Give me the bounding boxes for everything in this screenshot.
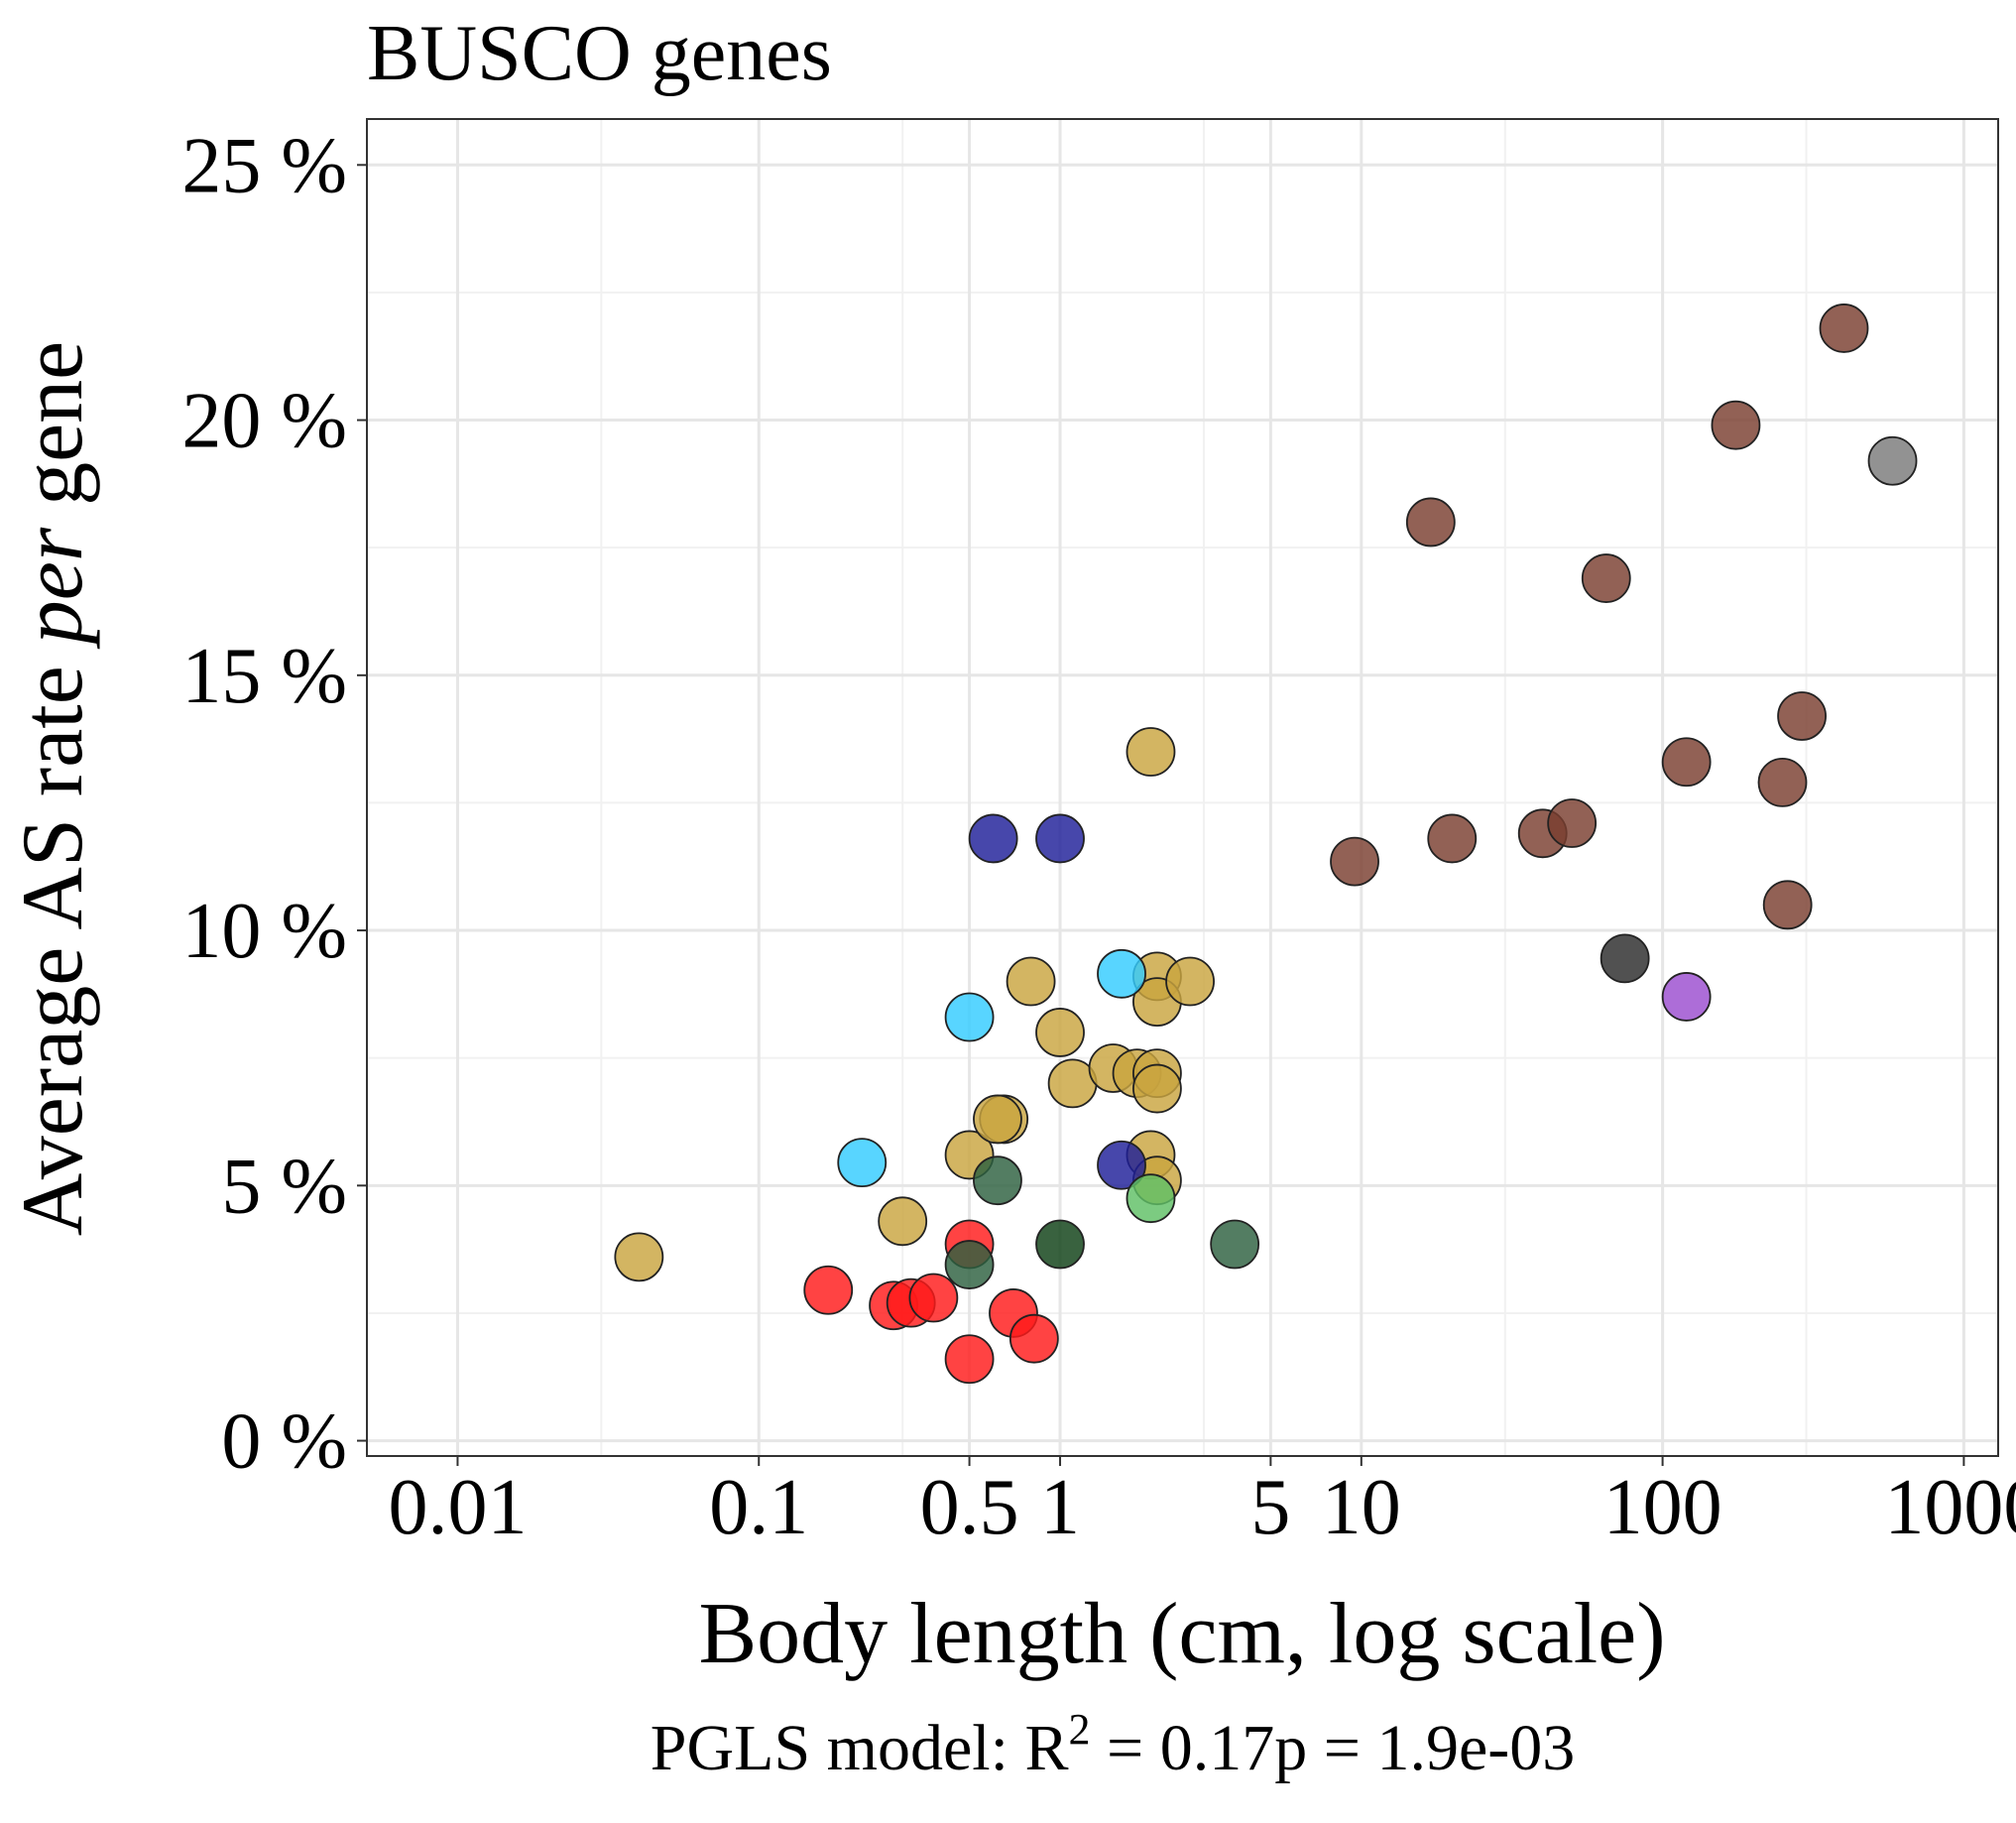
data-points <box>614 304 1918 1385</box>
y-axis-label-part: Average AS rate <box>5 644 101 1236</box>
x-tick-label: 0.1 <box>709 1464 808 1551</box>
data-point <box>1008 1313 1059 1364</box>
y-tick-label: 10 % <box>181 888 347 975</box>
x-axis-label: Body length (cm, log scale) <box>698 1586 1665 1682</box>
x-tick-label: 1 <box>1040 1464 1080 1551</box>
x-tick-label: 0.5 <box>920 1464 1019 1551</box>
data-point <box>944 1334 995 1385</box>
data-point <box>1547 798 1598 848</box>
annotation-prefix: PGLS model: R <box>651 1712 1069 1784</box>
data-point <box>1330 836 1379 887</box>
data-point <box>1165 956 1215 1007</box>
data-point <box>1661 972 1712 1022</box>
data-point <box>944 992 995 1042</box>
y-tick-label: 5 % <box>221 1143 347 1230</box>
y-tick-label: 25 % <box>181 122 347 209</box>
data-point <box>803 1265 854 1315</box>
annotation-superscript: 2 <box>1068 1705 1090 1754</box>
data-point <box>1867 435 1918 486</box>
data-point <box>1711 400 1761 450</box>
annotation-p: p = 1.9e-03 <box>1274 1712 1575 1784</box>
data-point <box>614 1232 664 1282</box>
data-point <box>1035 1008 1085 1057</box>
x-tick-label: 10 <box>1322 1464 1401 1551</box>
data-point <box>1097 1140 1146 1190</box>
x-tick-label: 100 <box>1603 1464 1722 1551</box>
data-point <box>1757 757 1808 807</box>
y-axis-label-italic: per <box>5 527 101 650</box>
data-point <box>1819 304 1869 353</box>
data-point <box>1427 813 1478 864</box>
chart-title: BUSCO genes <box>367 10 832 97</box>
x-tick-label: 1000 <box>1884 1464 2016 1551</box>
pgls-annotation: PGLS model: R2 = 0.17p = 1.9e-03 <box>651 1705 1575 1784</box>
data-point <box>968 813 1018 864</box>
data-point <box>1035 813 1085 864</box>
data-point <box>1126 727 1176 777</box>
data-point <box>1006 956 1056 1007</box>
plot-panel-border <box>366 118 1999 1457</box>
x-axis-ticks: 0.01 0.1 0.51 5 10 100 1000 <box>388 1456 2016 1551</box>
data-point <box>1210 1219 1260 1270</box>
data-point <box>1126 1173 1176 1224</box>
data-point <box>973 1155 1022 1206</box>
annotation-r2: = 0.17 <box>1090 1712 1274 1784</box>
data-point <box>973 1094 1022 1145</box>
y-tick-label: 0 % <box>221 1398 347 1486</box>
y-tick-label: 20 % <box>181 378 347 465</box>
data-point <box>837 1138 888 1188</box>
x-tick-label: 5 <box>1250 1464 1290 1551</box>
y-axis-label: Average AS rate per gene <box>5 341 101 1236</box>
data-point <box>1581 553 1631 603</box>
data-point <box>908 1273 959 1323</box>
data-point <box>1097 948 1146 999</box>
data-point <box>1777 691 1827 741</box>
y-axis-ticks: 0 % 5 % 10 % 15 % 20 % 25 % <box>181 122 367 1486</box>
data-point <box>1035 1219 1085 1270</box>
data-point <box>1132 1063 1182 1114</box>
data-point <box>1405 497 1456 547</box>
data-point <box>1762 880 1813 930</box>
data-point <box>1600 933 1650 984</box>
data-point <box>944 1240 995 1289</box>
y-axis-label-part: gene <box>5 341 101 528</box>
y-tick-label: 15 % <box>181 633 347 720</box>
data-point <box>878 1196 928 1247</box>
data-point <box>1661 737 1712 788</box>
x-tick-label: 0.01 <box>388 1464 527 1551</box>
